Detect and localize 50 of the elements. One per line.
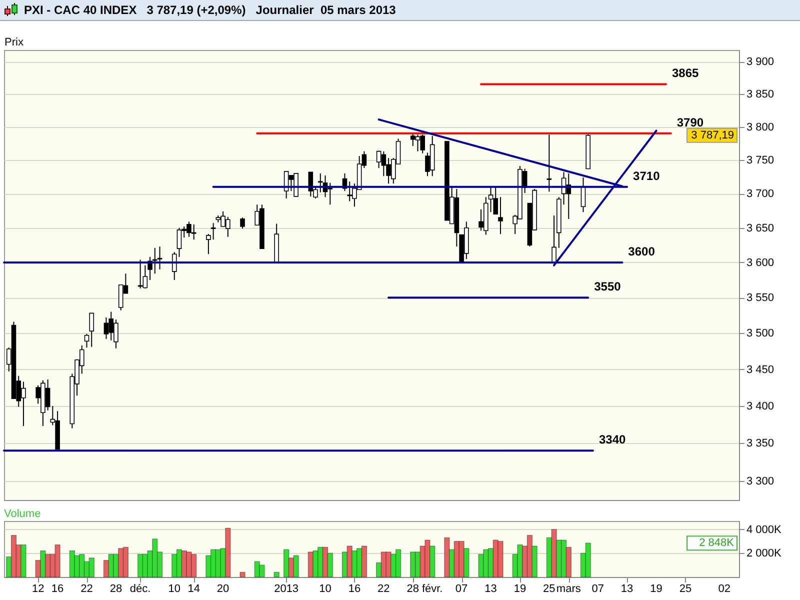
x-tick-label: 07 bbox=[455, 583, 468, 595]
series-label: 3865 bbox=[672, 66, 700, 80]
y-tick-label: 3 700 bbox=[746, 188, 774, 200]
x-tick-label: déc. bbox=[130, 583, 151, 595]
x-tick-label: 20 bbox=[216, 583, 230, 595]
x-tick-label: 25 bbox=[543, 583, 556, 595]
chart-title: Volume bbox=[4, 508, 41, 520]
y-axis-title: Prix bbox=[4, 36, 24, 48]
y-tick-label: 3 850 bbox=[746, 88, 774, 100]
series-label: 3710 bbox=[633, 168, 660, 183]
x-tick-label: 22 bbox=[80, 583, 93, 595]
y-tick-label: 2 000K bbox=[746, 548, 782, 560]
y-tick-label: 4 000K bbox=[746, 524, 782, 536]
x-tick-label: 25 bbox=[679, 583, 692, 595]
y-tick-label: 3 450 bbox=[746, 364, 774, 376]
y-tick-label: 3 750 bbox=[746, 154, 774, 167]
x-tick-label: 14 bbox=[188, 583, 200, 595]
x-tick-label: 22 bbox=[378, 583, 390, 595]
x-tick-label: 13 bbox=[484, 583, 497, 595]
x-tick-label: 10 bbox=[319, 583, 332, 595]
x-tick-label: mars bbox=[556, 583, 582, 595]
x-tick-label: 2013 bbox=[274, 583, 299, 595]
x-tick-label: 19 bbox=[514, 583, 526, 595]
series-label: 3600 bbox=[628, 244, 656, 258]
series-label: 3340 bbox=[598, 432, 626, 447]
x-tick-label: 28 bbox=[406, 583, 419, 595]
x-tick-label: 16 bbox=[348, 583, 361, 595]
x-tick-label: févr. bbox=[422, 583, 443, 595]
y-tick-label: 3 350 bbox=[746, 438, 774, 450]
y-tick-label: 3 300 bbox=[746, 475, 774, 488]
x-tick-label: 19 bbox=[650, 583, 662, 595]
x-tick-label: 07 bbox=[592, 583, 604, 595]
annotation: 3 787,19 bbox=[691, 129, 734, 142]
y-tick-label: 3 550 bbox=[746, 292, 774, 304]
chart-title: PXI - CAC 40 INDEX 3 787,19 (+2,09%) Journalier 05 mars 2013 bbox=[24, 3, 396, 17]
y-tick-label: 3 500 bbox=[746, 328, 774, 340]
annotation: 2 848K bbox=[699, 537, 735, 550]
x-tick-label: 12 bbox=[32, 583, 44, 595]
y-tick-label: 3 900 bbox=[746, 56, 774, 68]
series-label: 3790 bbox=[676, 115, 704, 130]
y-tick-label: 3 800 bbox=[746, 121, 774, 134]
y-tick-label: 3 600 bbox=[746, 256, 774, 269]
x-tick-label: 13 bbox=[620, 583, 634, 595]
x-tick-label: 16 bbox=[51, 583, 64, 595]
y-tick-label: 3 650 bbox=[746, 222, 774, 234]
x-tick-label: 10 bbox=[168, 583, 180, 595]
x-tick-label: 02 bbox=[718, 583, 731, 595]
x-tick-label: 28 bbox=[110, 583, 122, 595]
y-tick-label: 3 400 bbox=[746, 400, 774, 412]
series-label: 3550 bbox=[594, 280, 622, 294]
